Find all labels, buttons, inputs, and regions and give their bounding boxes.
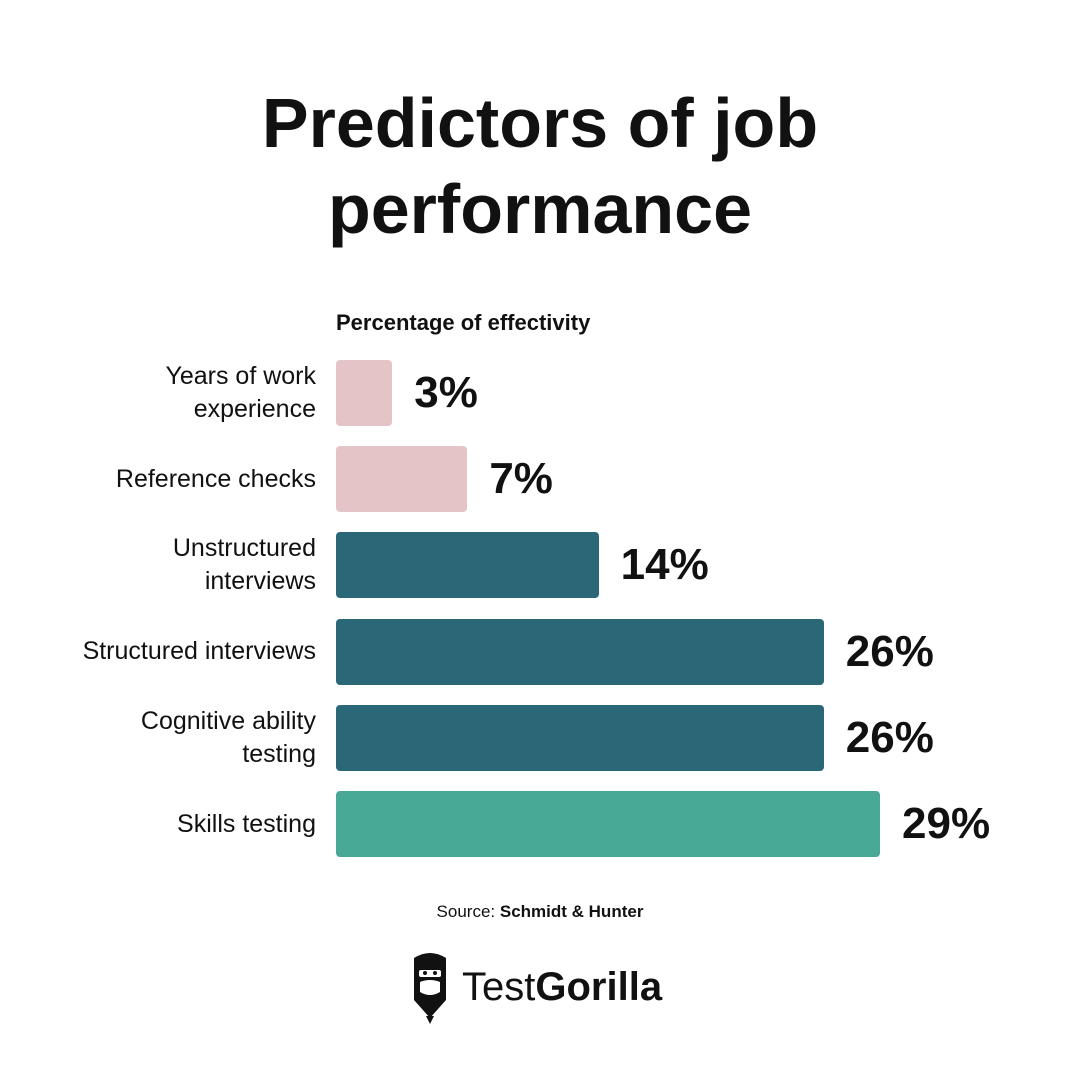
source-label: Source: — [436, 902, 496, 921]
category-label: Reference checks — [115, 464, 316, 493]
bar — [336, 704, 824, 771]
chart-subtitle: Percentage of effectivity — [336, 310, 591, 335]
value-label: 3% — [414, 368, 478, 417]
bar — [336, 446, 468, 513]
value-label: 29% — [902, 799, 991, 848]
value-label: 14% — [620, 540, 709, 590]
bar — [336, 618, 824, 685]
category-label: Skills testing — [177, 809, 316, 838]
category-label: Unstructured interviews — [172, 534, 316, 596]
logo-icon — [414, 953, 446, 1024]
value-label: 26% — [845, 626, 934, 676]
logo-text-test: Test — [462, 964, 536, 1009]
bar — [336, 791, 881, 857]
category-label: Cognitive ability testing — [140, 706, 316, 768]
source: Source: Schmidt & Hunter — [0, 902, 1080, 922]
logo: TestGorilla — [410, 948, 662, 1026]
value-label: 7% — [489, 454, 553, 504]
value-label: 26% — [845, 712, 934, 762]
category-label: Structured interviews — [82, 637, 316, 666]
chart-title: Predictors of job performance — [261, 84, 819, 248]
bar — [336, 532, 599, 599]
bar — [336, 360, 393, 426]
category-label: Years of work experience — [165, 362, 316, 423]
source-name: Schmidt & Hunter — [499, 902, 644, 921]
logo-text-gorilla: Gorilla — [535, 964, 663, 1009]
logo-text: TestGorilla — [462, 965, 662, 1010]
